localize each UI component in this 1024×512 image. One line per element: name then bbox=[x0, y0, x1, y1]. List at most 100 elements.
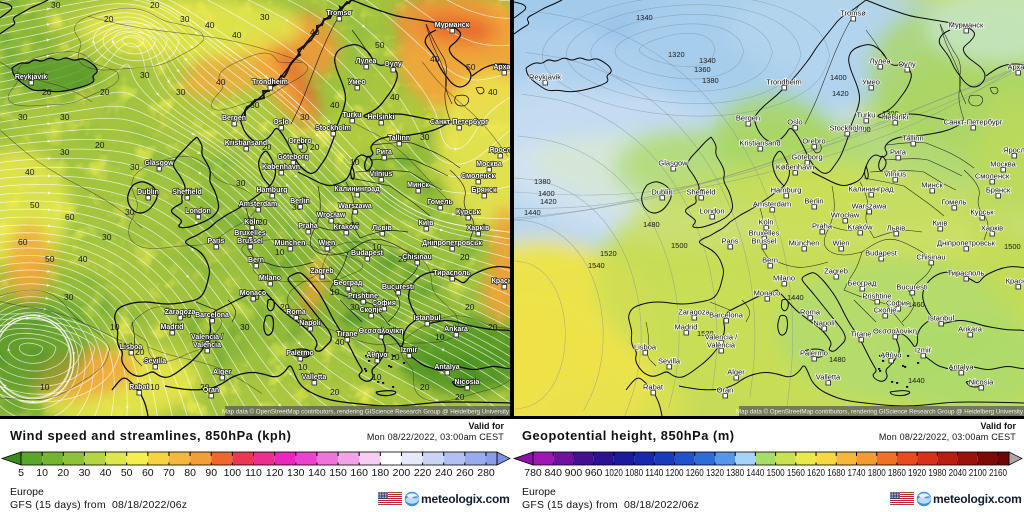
svg-text:Минск: Минск bbox=[407, 182, 429, 189]
svg-text:Wien: Wien bbox=[832, 238, 849, 247]
svg-text:1260: 1260 bbox=[686, 467, 704, 479]
svg-text:30: 30 bbox=[130, 162, 140, 172]
svg-text:Prishtine: Prishtine bbox=[348, 293, 378, 300]
svg-text:20: 20 bbox=[455, 392, 465, 402]
svg-text:30: 30 bbox=[180, 14, 190, 24]
svg-text:Helsinki: Helsinki bbox=[882, 112, 909, 121]
svg-text:Palermo: Palermo bbox=[286, 350, 314, 357]
svg-text:Kraków: Kraków bbox=[847, 222, 873, 231]
svg-text:1200: 1200 bbox=[666, 467, 684, 479]
svg-text:40: 40 bbox=[488, 87, 498, 97]
svg-text:Trondheim: Trondheim bbox=[766, 77, 802, 86]
svg-text:40: 40 bbox=[205, 20, 215, 30]
svg-text:Львів: Львів bbox=[887, 223, 905, 232]
svg-text:30: 30 bbox=[350, 302, 360, 312]
svg-text:Брянск: Брянск bbox=[986, 185, 1011, 194]
svg-text:Sevilla: Sevilla bbox=[658, 356, 681, 365]
svg-text:Monaco: Monaco bbox=[240, 290, 266, 297]
svg-text:10: 10 bbox=[36, 467, 48, 479]
svg-text:50: 50 bbox=[30, 200, 40, 210]
svg-text:Nicosia: Nicosia bbox=[969, 377, 994, 386]
svg-text:Bucuresti: Bucuresti bbox=[896, 282, 928, 291]
svg-text:40: 40 bbox=[310, 27, 320, 37]
svg-text:40: 40 bbox=[216, 77, 226, 87]
svg-text:20: 20 bbox=[258, 217, 268, 227]
svg-text:70: 70 bbox=[163, 467, 175, 479]
svg-text:1340: 1340 bbox=[699, 56, 716, 65]
svg-text:30: 30 bbox=[125, 207, 135, 217]
svg-text:Map data © OpenStreetMap contr: Map data © OpenStreetMap contributors, r… bbox=[736, 409, 1024, 416]
svg-text:1400: 1400 bbox=[830, 73, 847, 82]
svg-text:1320: 1320 bbox=[668, 50, 685, 59]
svg-text:Архан: Архан bbox=[1007, 62, 1024, 71]
svg-text:2040: 2040 bbox=[949, 467, 967, 479]
svg-text:Москва: Москва bbox=[990, 159, 1016, 168]
svg-text:1500: 1500 bbox=[767, 467, 785, 479]
svg-text:Brussel: Brussel bbox=[751, 236, 776, 245]
svg-text:Bergen: Bergen bbox=[736, 113, 760, 122]
svg-text:Madrid: Madrid bbox=[161, 324, 184, 331]
svg-text:10: 10 bbox=[350, 157, 360, 167]
svg-text:Zaragoza: Zaragoza bbox=[678, 307, 711, 316]
svg-text:1500: 1500 bbox=[671, 241, 688, 250]
svg-text:20: 20 bbox=[488, 322, 498, 332]
svg-text:Hamburg: Hamburg bbox=[257, 187, 288, 194]
svg-text:Milano: Milano bbox=[259, 275, 281, 282]
svg-text:Kristiansand: Kristiansand bbox=[739, 138, 780, 147]
svg-text:Калининград: Калининград bbox=[848, 184, 894, 193]
svg-text:Turku: Turku bbox=[857, 110, 876, 119]
svg-text:Köln: Köln bbox=[244, 219, 260, 226]
svg-text:Orebro: Orebro bbox=[802, 136, 825, 145]
svg-text:Turku: Turku bbox=[343, 112, 362, 119]
svg-text:Београд: Београд bbox=[334, 280, 363, 287]
svg-text:30: 30 bbox=[240, 322, 250, 332]
svg-text:30: 30 bbox=[60, 112, 70, 122]
svg-text:30: 30 bbox=[64, 292, 74, 302]
svg-text:Kristiansand: Kristiansand bbox=[225, 140, 267, 147]
svg-text:1860: 1860 bbox=[888, 467, 906, 479]
svg-text:Київ: Київ bbox=[419, 220, 435, 227]
svg-text:Rabat: Rabat bbox=[643, 382, 664, 391]
svg-text:Praha: Praha bbox=[812, 221, 833, 230]
svg-text:30: 30 bbox=[79, 467, 91, 479]
svg-text:Умео: Умео bbox=[862, 77, 880, 86]
svg-text:Zagreb: Zagreb bbox=[824, 266, 848, 275]
svg-text:60: 60 bbox=[142, 467, 154, 479]
svg-text:London: London bbox=[699, 206, 724, 215]
svg-text:Bern: Bern bbox=[762, 255, 778, 264]
svg-text:Trondheim: Trondheim bbox=[252, 79, 288, 86]
svg-text:Москва: Москва bbox=[476, 161, 502, 168]
svg-text:30: 30 bbox=[182, 310, 192, 320]
svg-text:1320: 1320 bbox=[706, 467, 724, 479]
svg-text:Αθήνα: Αθήνα bbox=[880, 350, 902, 359]
svg-text:Тирасполь: Тирасполь bbox=[948, 268, 985, 277]
svg-text:220: 220 bbox=[414, 467, 432, 479]
svg-text:Istanbul: Istanbul bbox=[414, 315, 441, 322]
svg-text:Санкт-Петербург: Санкт-Петербург bbox=[430, 118, 488, 126]
svg-text:Tirane: Tirane bbox=[851, 329, 872, 338]
svg-text:50: 50 bbox=[45, 254, 55, 264]
svg-text:Смоленск: Смоленск bbox=[975, 171, 1010, 180]
svg-text:Stockholm: Stockholm bbox=[315, 125, 351, 132]
svg-text:Курськ: Курськ bbox=[456, 209, 481, 216]
svg-text:Budapest: Budapest bbox=[865, 248, 898, 257]
svg-text:1560: 1560 bbox=[787, 467, 805, 479]
svg-text:Харків: Харків bbox=[981, 223, 1003, 232]
svg-text:30: 30 bbox=[18, 112, 28, 122]
svg-text:10: 10 bbox=[150, 382, 160, 392]
svg-text:1620: 1620 bbox=[807, 467, 825, 479]
svg-text:Alger: Alger bbox=[727, 367, 745, 376]
svg-text:30: 30 bbox=[292, 202, 302, 212]
svg-text:Valletta: Valletta bbox=[816, 372, 841, 381]
svg-text:20: 20 bbox=[460, 252, 470, 262]
svg-text:Sevilla: Sevilla bbox=[144, 358, 166, 365]
svg-text:180: 180 bbox=[372, 467, 390, 479]
svg-text:Glasgow: Glasgow bbox=[144, 160, 174, 167]
svg-text:1360: 1360 bbox=[694, 65, 711, 74]
svg-text:Roma: Roma bbox=[286, 309, 306, 316]
svg-text:Архан: Архан bbox=[493, 64, 512, 71]
svg-text:Ankara: Ankara bbox=[958, 324, 983, 333]
svg-text:1460: 1460 bbox=[908, 300, 925, 309]
svg-text:30: 30 bbox=[176, 87, 186, 97]
svg-text:Zagreb: Zagreb bbox=[310, 268, 333, 275]
